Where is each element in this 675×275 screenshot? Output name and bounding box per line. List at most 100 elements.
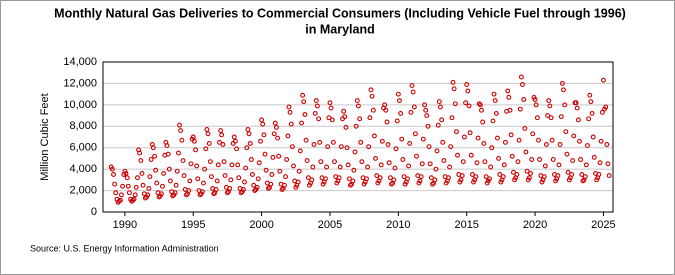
data-point [219, 132, 225, 138]
data-point [137, 150, 143, 156]
data-point [401, 174, 407, 180]
data-point [508, 132, 514, 138]
data-point [281, 182, 287, 188]
data-point [495, 135, 500, 141]
data-point [392, 165, 398, 171]
data-point [166, 166, 172, 172]
data-point [500, 174, 506, 180]
data-point [286, 104, 292, 110]
data-point [179, 137, 185, 143]
data-point [582, 174, 588, 180]
data-point [589, 110, 595, 116]
data-point [481, 140, 487, 146]
data-point [387, 175, 393, 181]
data-point [599, 109, 605, 115]
data-point [261, 132, 267, 138]
data-point [178, 128, 184, 134]
data-point [439, 117, 445, 123]
data-point [252, 188, 258, 194]
data-point [521, 97, 527, 102]
data-point [224, 190, 230, 196]
data-point [353, 123, 359, 129]
data-point [318, 159, 324, 165]
source: Source: U.S. Energy Information Administ… [30, 243, 219, 253]
data-point [529, 157, 535, 162]
y-tick-label: 14,000 [63, 56, 97, 68]
data-point [207, 159, 213, 165]
data-point [518, 74, 524, 80]
data-point [119, 192, 124, 198]
data-point [542, 163, 548, 169]
data-point [355, 103, 361, 109]
data-point [113, 190, 119, 196]
y-tick-label: 2,000 [69, 184, 97, 196]
data-point [271, 131, 277, 137]
y-axis-label: Million Cubic Feet [39, 93, 51, 180]
data-point [597, 160, 603, 166]
data-point [346, 176, 352, 182]
data-point [395, 91, 401, 97]
data-point [303, 137, 309, 143]
data-point [255, 176, 261, 182]
data-point [218, 128, 224, 134]
data-point [160, 183, 165, 189]
data-point [350, 178, 356, 184]
data-point [598, 138, 604, 144]
data-point [523, 149, 529, 155]
data-point [549, 137, 555, 143]
data-point [373, 155, 378, 161]
data-point [324, 164, 330, 170]
data-point [458, 177, 464, 183]
data-point [146, 185, 152, 191]
data-point [167, 178, 173, 184]
data-point [541, 174, 547, 180]
data-point [550, 157, 556, 162]
data-point [238, 190, 244, 196]
data-point [211, 191, 217, 197]
data-point [199, 189, 205, 195]
data-point [359, 159, 365, 165]
data-point [220, 142, 226, 147]
data-point [501, 162, 507, 168]
data-point [526, 175, 532, 181]
data-point [468, 152, 474, 158]
data-point [222, 173, 228, 179]
data-point [463, 100, 469, 106]
data-point [482, 159, 488, 165]
data-point [213, 187, 219, 192]
data-point [588, 99, 594, 105]
y-tick-label: 6,000 [69, 142, 97, 154]
data-point [245, 127, 251, 132]
data-point [124, 175, 130, 181]
data-point [436, 99, 442, 105]
data-point [354, 98, 360, 104]
data-point [432, 177, 438, 183]
data-point [161, 170, 167, 176]
data-point [451, 86, 457, 92]
data-point [112, 181, 118, 187]
data-point [408, 109, 414, 115]
data-point [424, 113, 430, 119]
data-point [446, 175, 451, 181]
data-point [181, 173, 187, 179]
data-point [352, 149, 358, 155]
data-point [142, 195, 148, 201]
x-tick-label: 1990 [113, 219, 137, 231]
data-point [332, 159, 337, 165]
data-point [580, 178, 586, 184]
data-point [338, 144, 344, 150]
data-point [385, 142, 391, 147]
data-point [474, 160, 480, 166]
data-point [242, 179, 247, 185]
data-point [477, 102, 483, 108]
data-point [300, 92, 306, 98]
y-tick-label: 8,000 [69, 120, 97, 132]
data-point [426, 144, 432, 150]
data-point [460, 159, 466, 165]
data-point [301, 99, 307, 105]
data-point [409, 83, 415, 89]
data-point [489, 145, 495, 151]
data-point [398, 110, 404, 116]
data-point [379, 138, 385, 144]
data-point [476, 101, 482, 107]
